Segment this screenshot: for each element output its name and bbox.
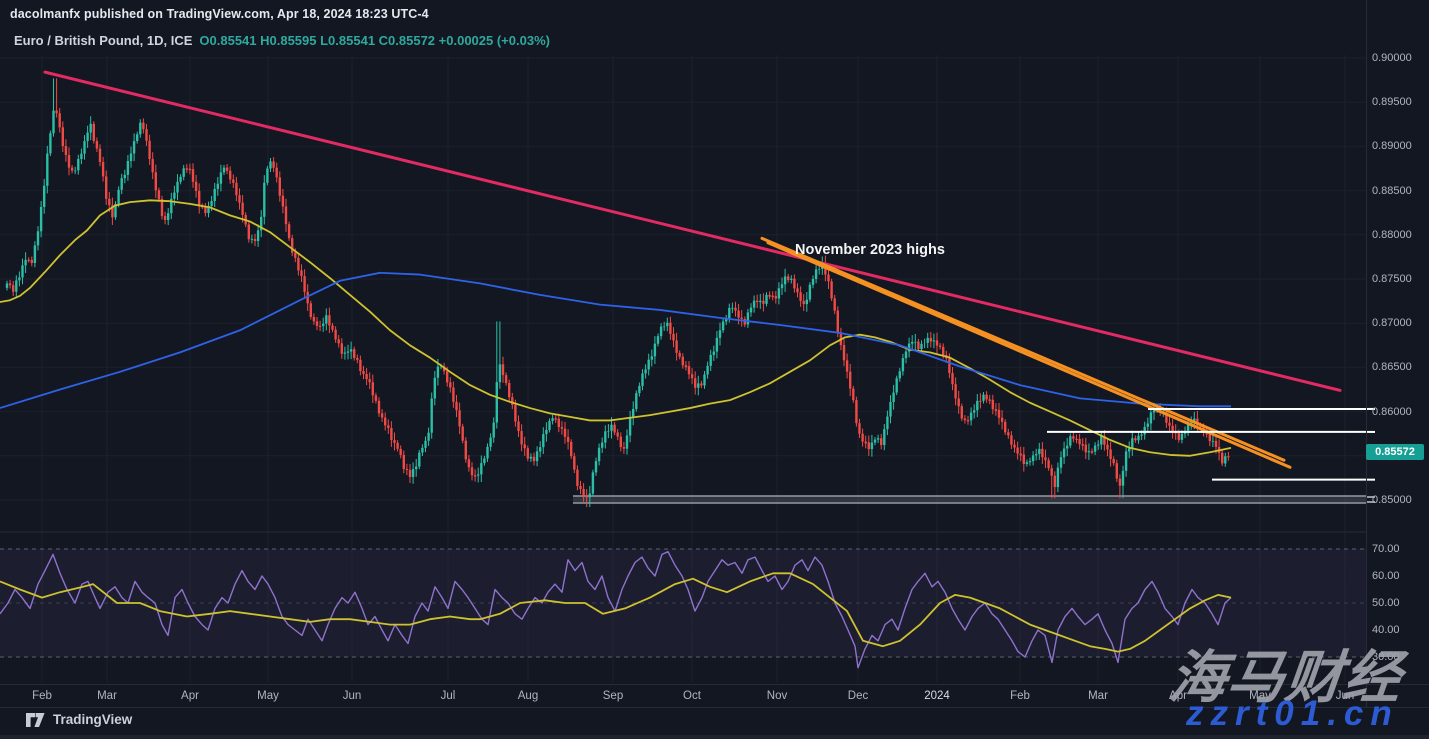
time-axis-label: Sep [602, 690, 624, 702]
tradingview-icon [26, 712, 45, 727]
price-axis-label: 0.90000 [1372, 52, 1412, 64]
rsi-line[interactable] [0, 551, 1232, 669]
time-axis-label: Jun [1335, 690, 1355, 702]
time-axis-label: Feb [1010, 690, 1030, 702]
ma-slow-line[interactable] [0, 271, 1231, 409]
time-axis-label: Jun [342, 690, 362, 702]
ma-fast-line[interactable] [0, 199, 1232, 457]
price-axis-label: 0.88500 [1372, 185, 1412, 197]
ohlc-values: O0.85541 H0.85595 L0.85541 C0.85572 +0.0… [199, 33, 550, 48]
time-axis-label: Jul [440, 690, 456, 702]
time-axis-label: May [1249, 690, 1271, 702]
time-axis-border [0, 684, 1429, 685]
price-axis-label: 0.89000 [1372, 140, 1412, 152]
tradingview-logo-link[interactable]: TradingView [26, 712, 132, 727]
price-axis-label: 0.86000 [1372, 406, 1412, 418]
price-axis-label: 0.87000 [1372, 317, 1412, 329]
price-axis-label: 0.85000 [1372, 494, 1412, 506]
time-axis-label: 2024 [924, 690, 950, 702]
time-axis-label: Dec [847, 690, 869, 702]
published-bar: dacolmanfx published on TradingView.com,… [0, 0, 1429, 27]
time-axis-label: Mar [1088, 690, 1108, 702]
time-axis-label: Mar [97, 690, 117, 702]
annotation-november-highs[interactable]: November 2023 highs [795, 242, 945, 258]
time-axis-label: Oct [683, 690, 701, 702]
price-axis-label: 0.89500 [1372, 96, 1412, 108]
tradingview-brand-text: TradingView [53, 712, 133, 727]
symbol-legend-row[interactable]: Euro / British Pound, 1D, ICE O0.85541 H0… [14, 33, 550, 48]
price-axis-label: 0.86500 [1372, 361, 1412, 373]
price-axis-label: 0.87500 [1372, 273, 1412, 285]
rsi-axis-label: 30.00 [1372, 651, 1400, 663]
axis-border [1366, 0, 1367, 707]
price-axis-label: 0.88000 [1372, 229, 1412, 241]
time-axis-label: Apr [1169, 690, 1187, 702]
watermark-url: zzrt01.cn [1186, 694, 1399, 733]
trendline-orange-upper[interactable] [760, 236, 1286, 462]
time-axis-label: May [257, 690, 279, 702]
rsi-ma-line[interactable] [0, 572, 1232, 653]
time-axis-label: Nov [766, 690, 788, 702]
time-axis-label: Feb [32, 690, 52, 702]
published-text: dacolmanfx published on TradingView.com,… [10, 7, 429, 21]
time-axis-label: Apr [181, 690, 199, 702]
trendline-orange-lower[interactable] [766, 241, 1292, 469]
bottom-strip [0, 735, 1429, 739]
rsi-axis-label: 40.00 [1372, 624, 1400, 636]
symbol-title[interactable]: Euro / British Pound, 1D, ICE [14, 33, 193, 48]
rsi-axis-label: 60.00 [1372, 570, 1400, 582]
trendline-pink-descending[interactable] [43, 70, 1342, 392]
time-axis-label: Aug [517, 690, 539, 702]
rsi-axis-label: 50.00 [1372, 597, 1400, 609]
rsi-axis-label: 70.00 [1372, 543, 1400, 555]
footer-bar [0, 707, 1429, 739]
last-price-badge: 0.85572 [1366, 444, 1424, 460]
support-band-fill[interactable] [573, 496, 1366, 503]
